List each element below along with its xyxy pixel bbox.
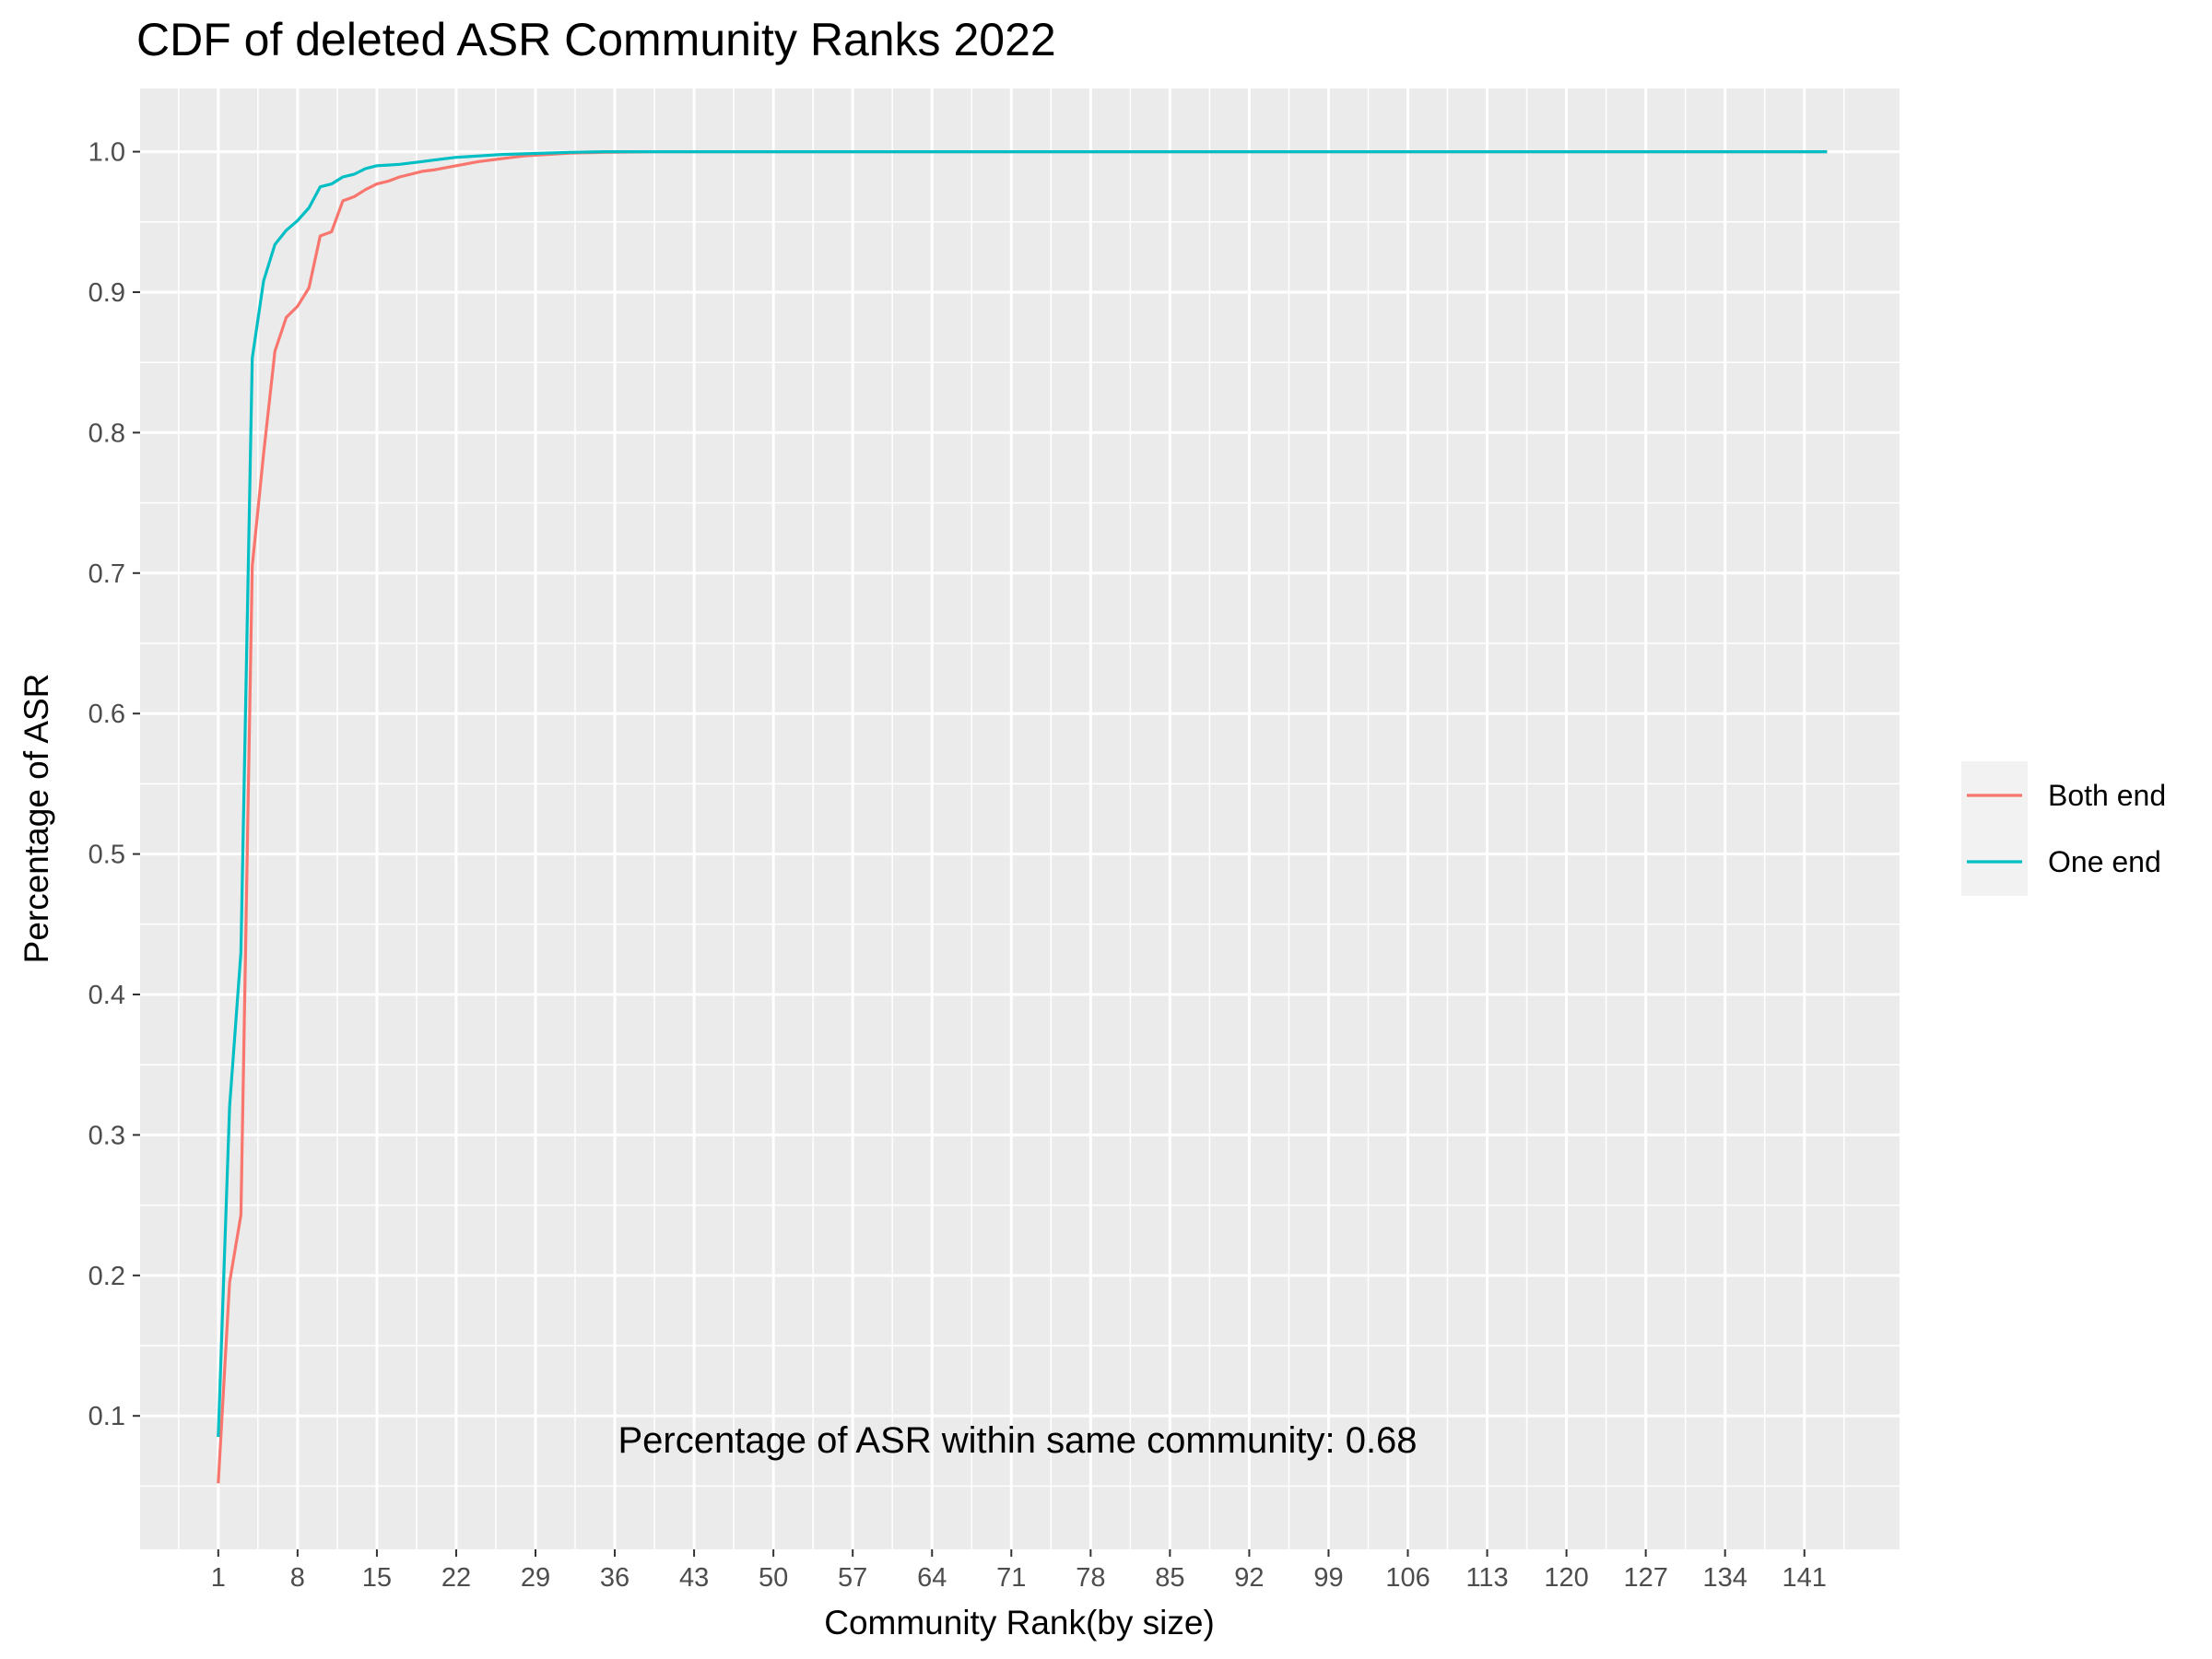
x-tick-label: 113 — [1465, 1563, 1508, 1593]
x-tick-label: 92 — [1234, 1563, 1264, 1593]
y-tick-label: 1.0 — [88, 138, 125, 168]
x-tick-label: 57 — [838, 1563, 867, 1593]
x-tick-label: 43 — [679, 1563, 709, 1593]
minor-gridlines — [140, 88, 1900, 1549]
annotation-text: Percentage of ASR within same community:… — [618, 1420, 1417, 1461]
legend: Both end One end — [1961, 761, 2166, 896]
x-tick-label: 64 — [917, 1563, 947, 1593]
y-tick-label: 0.1 — [88, 1402, 125, 1431]
y-tick-label: 0.6 — [88, 700, 125, 729]
y-tick-label: 0.3 — [88, 1121, 125, 1150]
plot-panel — [140, 88, 1900, 1549]
y-tick-label: 0.2 — [88, 1262, 125, 1291]
y-axis-title: Percentage of ASR — [18, 674, 55, 964]
y-tick-label: 0.8 — [88, 418, 125, 448]
x-tick-label: 99 — [1313, 1563, 1343, 1593]
x-tick-label: 15 — [362, 1563, 392, 1593]
y-tick-label: 0.9 — [88, 278, 125, 308]
x-tick-label: 85 — [1155, 1563, 1184, 1593]
x-tick-label: 29 — [521, 1563, 550, 1593]
x-tick-label: 106 — [1385, 1563, 1430, 1593]
legend-key-background — [1961, 761, 2028, 896]
chart-title: CDF of deleted ASR Community Ranks 2022 — [136, 14, 1056, 65]
series-lines — [217, 150, 1828, 1484]
legend-label-one-end: One end — [2048, 845, 2161, 878]
major-gridlines — [140, 88, 1900, 1549]
x-tick-label: 1 — [211, 1563, 226, 1593]
x-axis-title: Community Rank(by size) — [824, 1604, 1215, 1641]
x-tick-label: 71 — [996, 1563, 1026, 1593]
x-tick-label: 141 — [1783, 1563, 1827, 1593]
x-tick-label: 127 — [1623, 1563, 1667, 1593]
x-tick-label: 50 — [759, 1563, 788, 1593]
x-tick-label: 22 — [441, 1563, 471, 1593]
y-tick-label: 0.7 — [88, 559, 125, 589]
x-tick-label: 78 — [1076, 1563, 1105, 1593]
x-axis: 1 8 15 22 29 36 43 50 57 64 71 78 85 92 99 106 113 120 127… — [211, 1549, 1827, 1593]
y-tick-label: 0.5 — [88, 841, 125, 870]
x-tick-label: 36 — [600, 1563, 629, 1593]
y-axis: 0.1 0.2 0.3 0.4 0.5 0.6 0.7 0.8 0.9 1.0 — [88, 138, 140, 1431]
x-tick-label: 120 — [1544, 1563, 1588, 1593]
y-tick-label: 0.4 — [88, 981, 125, 1010]
legend-label-both-end: Both end — [2048, 779, 2166, 812]
x-tick-label: 8 — [290, 1563, 305, 1593]
x-tick-label: 134 — [1703, 1563, 1747, 1593]
series-line-one-end — [217, 150, 1828, 1438]
